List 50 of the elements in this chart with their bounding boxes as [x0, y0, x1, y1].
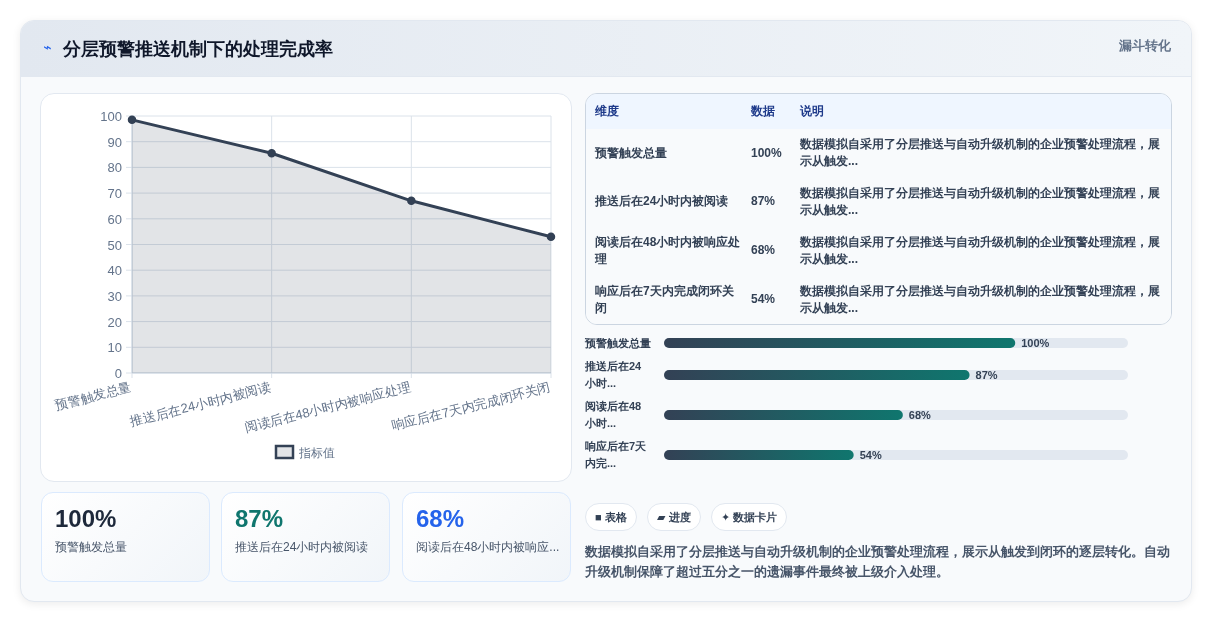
text: ✦ 数据卡片: [711, 503, 788, 531]
text: 推送后在24小时内被阅读: [595, 193, 729, 210]
text: 分层预警推送机制下的处理完成率: [63, 38, 333, 61]
text: 数据模拟自采用了分层推送与自动升级机制的企业预警处理流程，展示从触发...: [800, 233, 1161, 268]
legend-label: 指标值: [298, 446, 335, 460]
point: [546, 232, 556, 242]
data-label: 100%: [1021, 337, 1050, 349]
y-tick-label: 90: [107, 134, 122, 150]
y-tick-label: 80: [107, 160, 122, 176]
text: ■ 表格: [585, 503, 637, 531]
y-tick-label: 20: [107, 314, 122, 330]
point: [267, 149, 276, 158]
text: 阅读后在48小时内被响应处理: [595, 233, 742, 268]
y-tick-label: 响应后在7天内完...: [585, 439, 648, 471]
text: ⌁: [43, 39, 52, 55]
text: 数据模拟自采用了分层推送与自动升级机制的企业预警处理流程，展示从触发...: [800, 136, 1161, 170]
text: 阅读后在48小时内被响应...: [416, 539, 561, 555]
y-tick-label: 100: [100, 109, 122, 124]
text: 推送后在24小时内被阅读: [235, 539, 370, 555]
text: 87%: [751, 193, 776, 210]
data-label: 87%: [975, 369, 998, 381]
text: 数据: [751, 103, 775, 120]
text: 数据模拟自采用了分层推送与自动升级机制的企业预警处理流程，展示从触发到闭环的逐层转化。自动升级机制保障了超过五分之一的遗漏事件最终被上级介入处理。: [585, 543, 1171, 581]
y-tick-label: 60: [107, 211, 122, 227]
text: 数据模拟自采用了分层推送与自动升级机制的企业预警处理流程，展示从触发...: [800, 282, 1161, 317]
y-tick-label: 预警触发总量: [585, 336, 651, 351]
y-tick-label: 0: [114, 366, 122, 381]
text: 100%: [751, 144, 782, 162]
text: ▰ 进度: [647, 503, 701, 531]
y-tick-label: 推送后在24小时...: [585, 359, 643, 391]
text: 说明: [800, 103, 824, 120]
y-tick-label: 40: [107, 263, 122, 279]
text: 维度: [595, 103, 619, 120]
y-tick-label: 10: [107, 340, 122, 356]
text: 68%: [751, 242, 776, 259]
data-label: 54%: [859, 449, 882, 461]
text: 68%: [416, 505, 465, 533]
y-tick-label: 50: [107, 237, 122, 253]
text: 87%: [235, 505, 284, 533]
y-tick-label: 阅读后在48小时...: [585, 399, 643, 431]
text: 54%: [751, 291, 776, 308]
point: [407, 196, 416, 206]
data-label: 68%: [908, 409, 932, 421]
text: 响应后在7天内完成闭环关闭: [595, 282, 735, 317]
text: 数据模拟自采用了分层推送与自动升级机制的企业预警处理流程，展示从触发...: [800, 184, 1161, 219]
text: 100%: [55, 505, 117, 533]
text: 漏斗转化: [1119, 37, 1171, 55]
y-tick-label: 70: [107, 186, 122, 202]
y-tick-label: 30: [107, 288, 122, 304]
point: [127, 115, 137, 125]
